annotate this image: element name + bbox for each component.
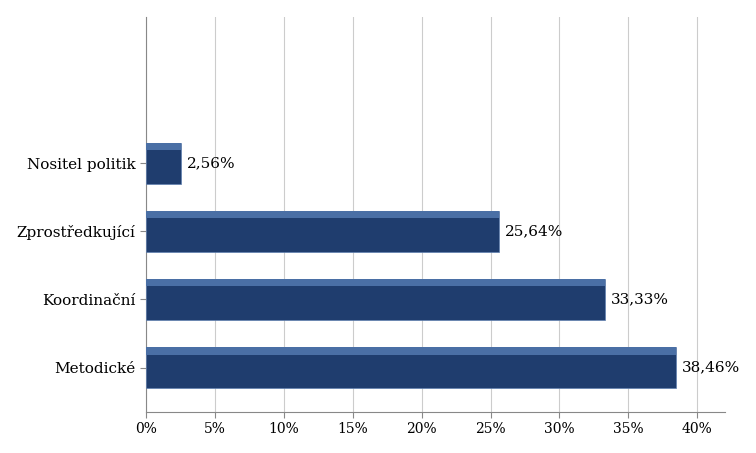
- Bar: [146, 279, 606, 320]
- Text: 38,46%: 38,46%: [682, 361, 740, 375]
- Bar: [146, 347, 676, 355]
- Text: 2,56%: 2,56%: [187, 156, 235, 170]
- Bar: [146, 211, 500, 252]
- Bar: [146, 279, 606, 286]
- Bar: [146, 143, 181, 150]
- Bar: [146, 143, 181, 183]
- Text: 33,33%: 33,33%: [611, 293, 669, 307]
- Bar: [146, 211, 500, 218]
- Text: 25,64%: 25,64%: [505, 224, 563, 238]
- Bar: [146, 347, 676, 388]
